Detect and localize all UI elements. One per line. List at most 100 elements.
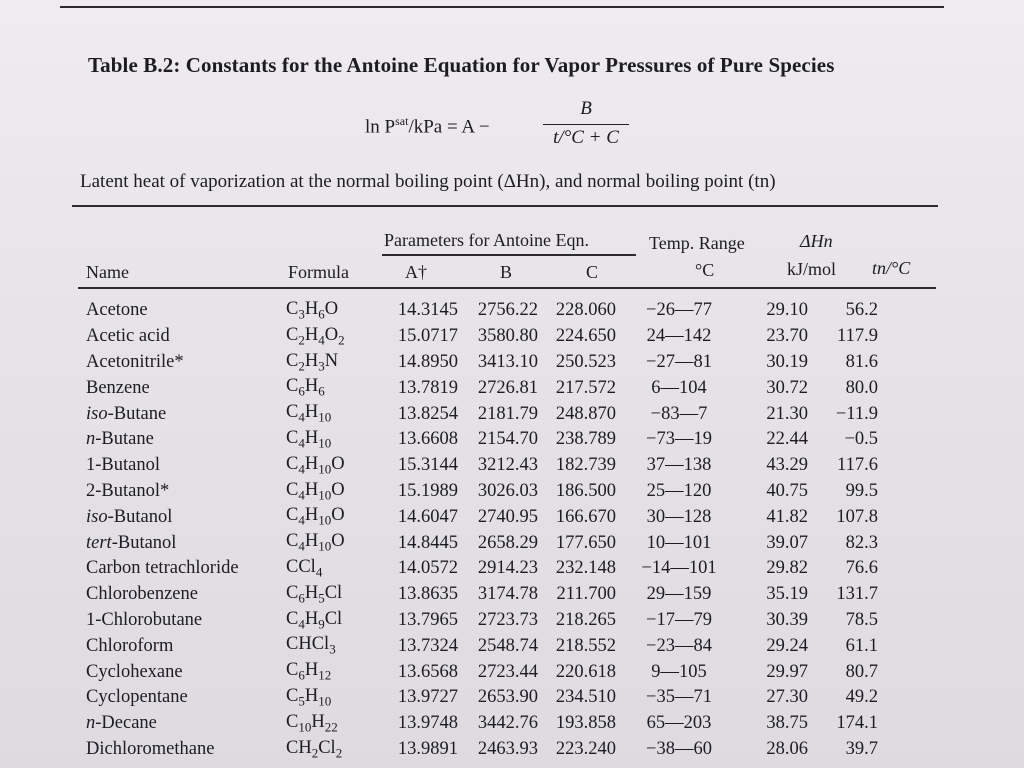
header-top-rule (72, 205, 938, 207)
table-row: Acetic acid C2H4O2 15.0717 3580.80 224.650 24… (80, 324, 878, 350)
row-temp-range: 25—120 (646, 480, 712, 501)
name-header: Name (86, 262, 129, 282)
row-formula: CCl4 (286, 557, 323, 580)
row-name: Acetic acid (86, 326, 170, 347)
header-bottom-rule (78, 287, 936, 289)
equation-numerator: B (580, 98, 592, 119)
row-a: 13.9748 (397, 713, 458, 734)
row-a: 13.9727 (397, 687, 458, 708)
row-tn: 80.0 (845, 377, 878, 398)
row-formula: C4H9Cl (286, 608, 343, 632)
row-temp-range: −38—60 (646, 738, 712, 759)
row-c: 228.060 (555, 300, 616, 321)
row-name: Chloroform (86, 635, 174, 656)
table-subtitle: Latent heat of vaporization at the norma… (80, 171, 776, 192)
row-tn: 174.1 (836, 713, 878, 734)
row-formula: C4H10O (286, 531, 345, 554)
equation-denominator: t/°C + C (553, 127, 619, 148)
row-b: 3212.43 (477, 455, 538, 476)
row-b: 3442.76 (477, 713, 538, 734)
row-temp-range: 65—203 (646, 713, 712, 734)
row-temp-range: −35—71 (646, 687, 712, 708)
row-delta-h: 29.24 (766, 635, 808, 656)
dh-unit-header: kJ/mol (787, 259, 837, 279)
row-tn: 39.7 (845, 738, 878, 759)
row-tn: 80.7 (845, 661, 878, 682)
row-a: 13.7819 (397, 377, 458, 398)
row-formula: C6H5Cl (286, 582, 343, 606)
row-temp-range: 29—159 (646, 584, 712, 605)
row-c: 193.858 (555, 713, 616, 734)
c-header: C (586, 262, 599, 282)
row-c: 166.670 (555, 506, 616, 527)
row-b: 2548.74 (477, 635, 538, 656)
row-name: tert-Butanol (86, 532, 177, 553)
row-b: 2723.44 (477, 661, 538, 682)
row-a: 13.6608 (397, 429, 458, 450)
row-c: 218.265 (555, 609, 616, 630)
row-delta-h: 29.97 (766, 661, 808, 682)
row-formula: C10H22 (286, 711, 338, 735)
row-temp-range: 37—138 (646, 455, 712, 476)
row-formula: CHCl3 (286, 634, 336, 658)
equation-lhs: ln Psat/kPa = A − (365, 114, 490, 138)
row-c: 224.650 (555, 326, 616, 347)
row-tn: 81.6 (845, 351, 878, 372)
row-name: 2-Butanol* (86, 480, 170, 501)
row-c: 182.739 (555, 455, 616, 476)
antoine-data-table: Acetone C3H6O 14.3145 2756.22 228.060 −26—77 2… (80, 298, 878, 762)
row-temp-range: −27—81 (646, 351, 712, 372)
row-temp-range: −83—7 (650, 403, 708, 424)
row-tn: −11.9 (835, 403, 878, 424)
table-row: iso-Butanol C4H10O 14.6047 2740.95 166.670 30… (80, 504, 878, 530)
row-c: 186.500 (555, 480, 616, 501)
formula-header: Formula (288, 262, 349, 282)
row-tn: 49.2 (845, 687, 878, 708)
equation-fraction: B t/°C + C (543, 98, 629, 149)
row-c: 250.523 (555, 351, 616, 372)
table-row: 2-Butanol* C4H10O 15.1989 3026.03 186.500 25—… (80, 479, 878, 505)
row-formula: C2H4O2 (286, 324, 345, 348)
row-b: 2740.95 (477, 506, 538, 527)
row-temp-range: −14—101 (641, 558, 717, 579)
row-temp-range: −26—77 (646, 300, 712, 321)
row-name: Acetonitrile* (86, 351, 184, 372)
row-tn: 61.1 (845, 635, 878, 656)
row-formula: C3H6O (286, 299, 339, 322)
table-row: Acetonitrile* C2H3N 14.8950 3413.10 250.523 −… (80, 350, 878, 376)
temp-unit-header: °C (695, 260, 715, 280)
row-temp-range: 9—105 (651, 661, 707, 682)
row-formula: C4H10O (286, 505, 345, 529)
row-b: 2181.79 (477, 403, 538, 424)
row-delta-h: 41.82 (766, 506, 808, 527)
row-b: 2154.70 (477, 429, 538, 450)
row-temp-range: 6—104 (651, 377, 707, 398)
table-row: n-Butane C4H10 13.6608 2154.70 238.789 −73—19… (80, 427, 878, 453)
row-delta-h: 23.70 (766, 326, 808, 347)
row-tn: 56.2 (845, 300, 878, 321)
row-b: 2756.22 (477, 300, 538, 321)
row-b: 3413.10 (477, 351, 538, 372)
row-formula: C4H10O (286, 453, 345, 477)
row-a: 13.8635 (397, 584, 458, 605)
row-b: 3174.78 (477, 584, 538, 605)
row-a: 13.6568 (397, 661, 458, 682)
tn-header: tn/°C (872, 258, 911, 278)
row-c: 220.618 (555, 661, 616, 682)
temp-range-header: Temp. Range (649, 233, 745, 253)
row-temp-range: −23—84 (646, 635, 712, 656)
row-name: Carbon tetrachloride (86, 558, 239, 579)
row-b: 2723.73 (477, 609, 538, 630)
row-name: Dichloromethane (86, 738, 215, 759)
row-c: 232.148 (555, 558, 616, 579)
row-name: Cyclopentane (86, 687, 188, 708)
row-delta-h: 30.72 (766, 377, 808, 398)
table-row: Cyclopentane C5H10 13.9727 2653.90 234.510 −3… (80, 685, 878, 711)
row-name: n-Butane (86, 429, 154, 450)
row-a: 14.0572 (397, 558, 458, 579)
antoine-group-header: Parameters for Antoine Eqn. (384, 230, 589, 250)
delta-h-header: ΔHn (800, 231, 833, 251)
row-a: 14.8950 (397, 351, 458, 372)
row-formula: C6H12 (286, 660, 332, 683)
row-tn: 131.7 (836, 584, 878, 605)
